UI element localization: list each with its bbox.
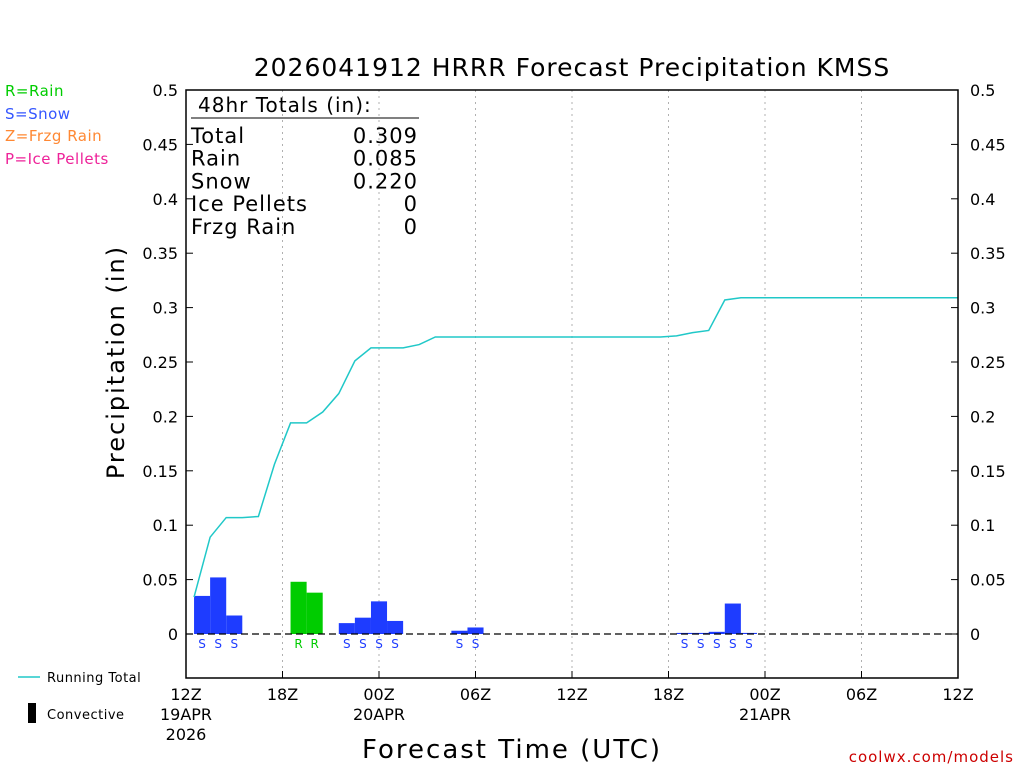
vertical-gridlines: [282, 90, 862, 678]
running-total-key-label: Running Total: [47, 671, 141, 686]
precip-type-label: R: [310, 637, 318, 651]
x-tick-label: 12Z: [942, 685, 973, 704]
x-tick-date: 19APR: [160, 705, 212, 724]
precip-bar: [338, 623, 355, 634]
precip-bar: [226, 615, 243, 634]
x-tick-label: 00Z: [363, 685, 394, 704]
y-tick-label-right: 0.35: [970, 244, 1006, 263]
y-tick-label-right: 0.2: [970, 407, 995, 426]
precip-type-label: S: [729, 637, 737, 651]
key: Running Total Convective: [18, 671, 141, 723]
precip-type-label: S: [697, 637, 705, 651]
y-tick-label-left: 0.25: [142, 353, 178, 372]
precip-bar: [692, 632, 709, 634]
totals-row-value: 0: [404, 215, 418, 239]
totals-row-value: 0.309: [353, 124, 418, 148]
precip-bar: [708, 631, 725, 634]
credit-text: coolwx.com/models: [848, 748, 1014, 766]
y-tick-label-left: 0.3: [153, 299, 178, 318]
precip-type-label: S: [375, 637, 383, 651]
precip-type-label: S: [230, 637, 238, 651]
x-axis-label: Forecast Time (UTC): [362, 735, 662, 765]
precip-bar: [387, 620, 404, 634]
y-tick-label-right: 0: [970, 625, 980, 644]
y-axis-left-ticks: 0 0.05 0.1 0.15 0.2 0.25 0.3 0.35 0.4 0.45 0.5: [142, 81, 193, 644]
running-total-line: [193, 297, 958, 598]
y-tick-label-right: 0.05: [970, 571, 1006, 590]
x-tick-label: 06Z: [460, 685, 491, 704]
x-tick-label: 12Z: [170, 685, 201, 704]
precip-type-label: S: [472, 637, 480, 651]
y-tick-label-right: 0.45: [970, 135, 1006, 154]
precip-type-legend-item: P=Ice Pellets: [5, 149, 109, 168]
precip-bar: [290, 581, 307, 634]
precip-type-legend-item: S=Snow: [5, 104, 71, 123]
precip-type-label: S: [456, 637, 464, 651]
y-tick-label-left: 0.2: [153, 407, 178, 426]
precip-type-label: S: [745, 637, 753, 651]
y-tick-label-right: 0.5: [970, 81, 995, 100]
totals-row-label: Total: [190, 124, 245, 148]
precip-type-label: S: [214, 637, 222, 651]
y-tick-label-right: 0.25: [970, 353, 1006, 372]
convective-key-swatch: [28, 703, 36, 723]
precip-type-label: S: [681, 637, 689, 651]
convective-key-label: Convective: [47, 708, 125, 723]
x-tick-label: 12Z: [556, 685, 587, 704]
x-tick-year: 2026: [166, 725, 207, 744]
y-tick-label-right: 0.3: [970, 299, 995, 318]
y-tick-label-left: 0.35: [142, 244, 178, 263]
precip-type-label: S: [359, 637, 367, 651]
x-tick-date: 20APR: [353, 705, 405, 724]
chart-title: 2026041912 HRRR Forecast Precipitation K…: [254, 53, 891, 82]
y-tick-label-left: 0.45: [142, 135, 178, 154]
x-tick-label: 00Z: [749, 685, 780, 704]
precip-type-label: S: [198, 637, 206, 651]
y-axis-right-ticks: 0 0.05 0.1 0.15 0.2 0.25 0.3 0.35 0.4 0.45 0.5: [951, 81, 1006, 644]
precip-bar: [370, 601, 388, 634]
totals-row-value: 0.085: [353, 147, 418, 171]
precip-type-label: S: [391, 637, 399, 651]
y-tick-label-left: 0.5: [153, 81, 178, 100]
precip-bar: [210, 577, 227, 634]
precip-type-legend-item: R=Rain: [5, 82, 64, 100]
precip-type-label: S: [343, 637, 351, 651]
totals-row-label: Snow: [191, 169, 252, 193]
totals-box: 48hr Totals (in): Total 0.309 Rain 0.085 Snow…: [190, 93, 419, 239]
totals-row-value: 0.220: [353, 169, 418, 193]
precip-bar: [194, 595, 211, 634]
precip-bar: [467, 627, 484, 634]
totals-row-label: Frzg Rain: [191, 215, 296, 239]
totals-header: 48hr Totals (in):: [198, 93, 372, 117]
totals-row-value: 0: [404, 192, 418, 216]
precip-bar: [724, 603, 741, 634]
precip-bars: [194, 577, 757, 634]
y-tick-label-right: 0.15: [970, 462, 1006, 481]
x-tick-label: 18Z: [267, 685, 298, 704]
y-tick-label-right: 0.1: [970, 516, 995, 535]
y-tick-label-left: 0.1: [153, 516, 178, 535]
x-tick-label: 06Z: [846, 685, 877, 704]
totals-row-label: Ice Pellets: [191, 192, 308, 216]
precip-bar: [306, 592, 323, 634]
y-axis-label: Precipitation (in): [102, 245, 130, 479]
totals-row-label: Rain: [191, 147, 241, 171]
y-tick-label-left: 0.4: [153, 190, 178, 209]
precip-type-label: R: [294, 637, 302, 651]
y-tick-label-left: 0.05: [142, 571, 178, 590]
y-tick-label-left: 0: [168, 625, 178, 644]
precip-bar: [451, 630, 468, 634]
precip-type-legend-item: Z=Frzg Rain: [5, 127, 103, 145]
precip-bar: [354, 617, 371, 634]
y-tick-label-left: 0.15: [142, 462, 178, 481]
x-tick-label: 18Z: [653, 685, 684, 704]
precip-type-label: S: [713, 637, 721, 651]
y-tick-label-right: 0.4: [970, 190, 995, 209]
x-tick-date: 21APR: [739, 705, 791, 724]
